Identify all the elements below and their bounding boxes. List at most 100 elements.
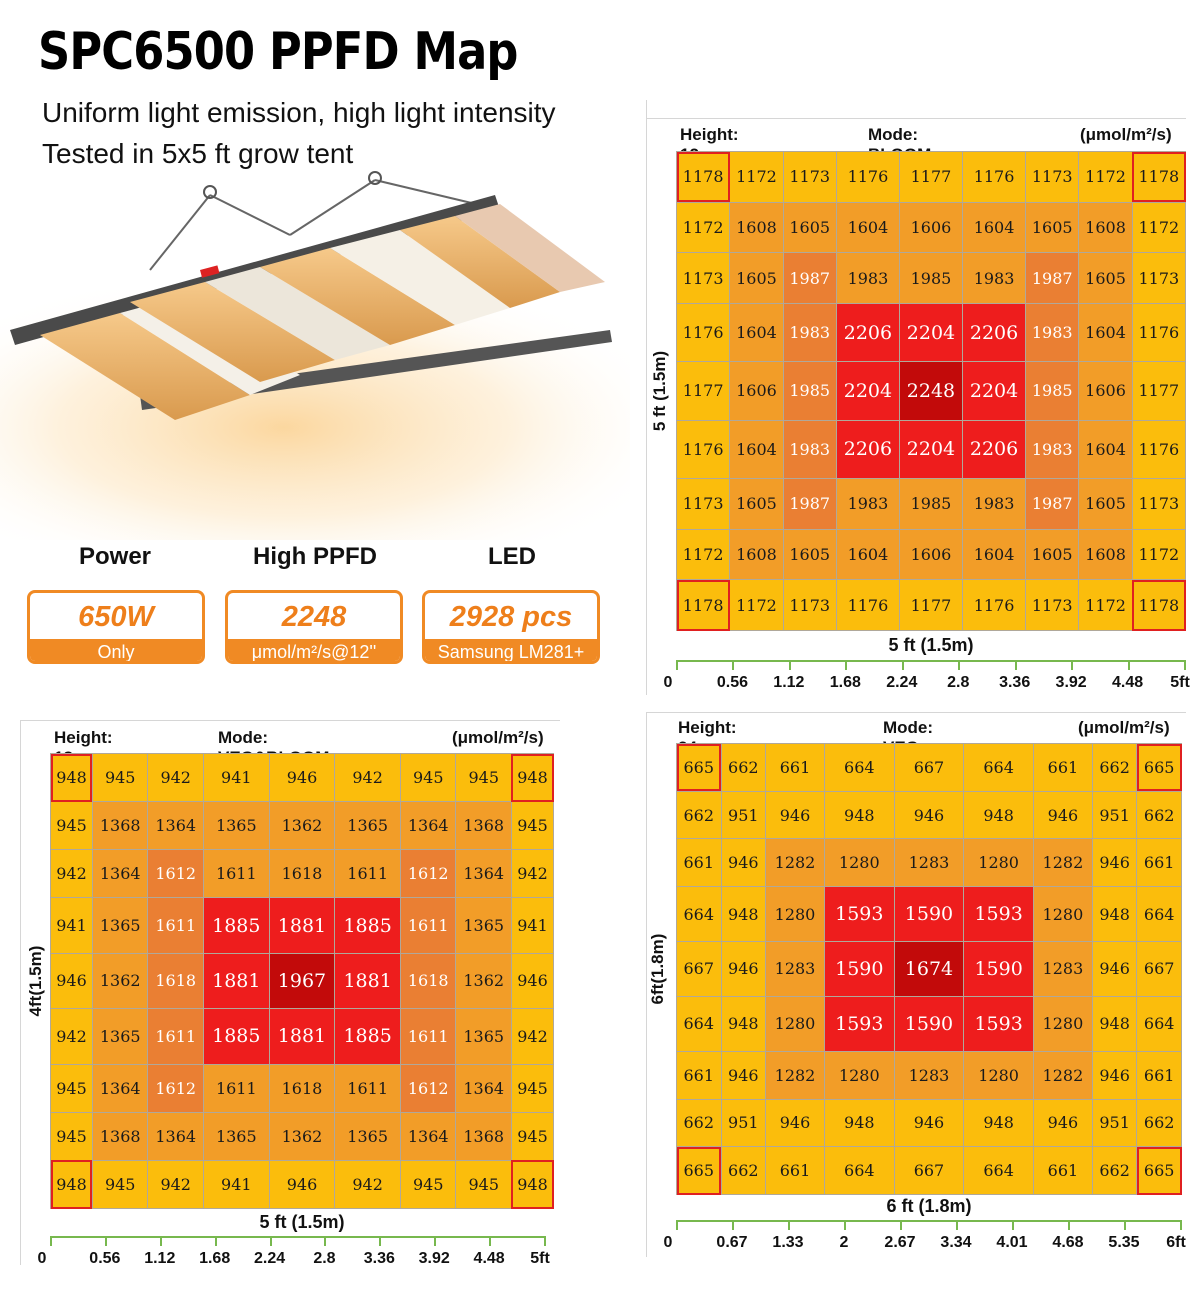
ppfd-cell: 1612 <box>399 1063 457 1113</box>
ppfd-cell: 664 <box>676 886 722 943</box>
ppfd-cell: 946 <box>893 790 965 840</box>
ppfd-cell: 942 <box>334 1159 401 1210</box>
ppfd-cell: 1280 <box>823 838 895 888</box>
ppfd-cell: 1365 <box>455 1008 512 1065</box>
ppfd-cell: 1618 <box>399 952 457 1010</box>
ppfd-cell: 661 <box>1136 838 1182 888</box>
scale-tick <box>1127 660 1130 670</box>
page-title: SPC6500 PPFD Map <box>38 22 518 82</box>
scale-tick-label: 0.67 <box>716 1234 748 1251</box>
ppfd-cell: 1176 <box>675 303 731 363</box>
scale-tick-label: 2.24 <box>886 674 918 691</box>
scale-tick <box>676 660 678 670</box>
scale-tick <box>434 1236 437 1246</box>
ppfd-cell: 1606 <box>729 361 784 421</box>
ppfd-cell: 945 <box>399 752 457 803</box>
scale-tick-label: 5.35 <box>1108 1234 1140 1251</box>
led-note: Samsung LM281+ <box>425 639 597 661</box>
ppfd-cell: 948 <box>720 995 767 1052</box>
scale-tick <box>844 1220 846 1230</box>
ppfd-cell: 1605 <box>1025 528 1080 581</box>
scale-tick <box>956 1220 958 1230</box>
ppfd-cell: 665 <box>676 743 722 792</box>
scale-tick-label: 1.68 <box>199 1250 231 1267</box>
ppfd-cell: 1362 <box>268 801 336 851</box>
ppfd-cell: 948 <box>1091 995 1138 1052</box>
ppfd-cell: 1608 <box>729 528 784 581</box>
ppfd-cell: 1177 <box>675 361 731 421</box>
map18-grid: 948 945 942 941 946 942 945 945 948 945 1368 1364 13… <box>50 752 555 1210</box>
ppfd-cell: 661 <box>765 743 825 792</box>
ppfd-cell: 1611 <box>334 1063 401 1113</box>
ppfd-cell: 942 <box>147 1159 204 1210</box>
scale-tick-label: 4.68 <box>1052 1234 1084 1251</box>
ppfd-cell: 661 <box>765 1146 825 1195</box>
scale-line <box>676 660 1186 662</box>
ppfd-cell: 1283 <box>893 1050 965 1100</box>
scale-tick <box>214 1236 217 1246</box>
map24-x-axis-label: 6 ft (1.8m) <box>886 1196 972 1216</box>
ppfd-cell: 948 <box>1091 886 1138 943</box>
ppfd-cell: 1173 <box>1025 151 1080 203</box>
ppfd-cell: 948 <box>50 752 93 803</box>
ppfd-cell: 1365 <box>202 801 270 851</box>
led-badge: 2928 pcs Samsung LM281+ <box>422 590 600 664</box>
ppfd-cell: 1177 <box>1131 361 1187 421</box>
scale-tick-label: 0.56 <box>89 1250 121 1267</box>
ppfd-cell: 1172 <box>729 579 784 631</box>
ppfd-cell: 1611 <box>399 897 457 954</box>
ppfd-cell: 946 <box>50 952 93 1010</box>
ppfd-cell: 1612 <box>147 849 204 899</box>
ppfd-cell: 662 <box>676 790 722 840</box>
ppfd-cell: 1606 <box>898 201 964 254</box>
ppfd-cell: 1364 <box>455 1063 512 1113</box>
map12-unit-label: (μmol/m²/s) <box>1080 125 1172 144</box>
ppfd-cell: 1280 <box>963 1050 1034 1100</box>
ppfd-cell: 1983 <box>962 477 1027 530</box>
ppfd-cell: 948 <box>963 790 1034 840</box>
ppfd-cell: 1604 <box>1078 303 1133 363</box>
ppfd-cell: 945 <box>50 1111 93 1161</box>
ppfd-cell: 2204 <box>898 419 964 479</box>
ppfd-cell: 1983 <box>782 419 837 479</box>
ppfd-cell: 1364 <box>147 801 204 851</box>
scale-tick <box>1184 660 1186 670</box>
ppfd-cell: 1173 <box>675 252 731 305</box>
scale-tick-label: 1.12 <box>773 674 805 691</box>
scale-tick <box>676 1220 678 1230</box>
ppfd-cell: 1881 <box>268 897 336 954</box>
scale-tick-label: 0 <box>663 1234 673 1251</box>
ppfd-cell: 1604 <box>962 528 1027 581</box>
ppfd-cell: 1604 <box>962 201 1027 254</box>
scale-tick-label: 3.92 <box>1055 674 1087 691</box>
scale-tick-label: 1.33 <box>772 1234 804 1251</box>
ppfd-cell: 1365 <box>202 1111 270 1161</box>
ppfd-cell: 1176 <box>1131 419 1187 479</box>
scale-tick <box>958 660 961 670</box>
ppfd-cell: 1885 <box>334 897 401 954</box>
ppfd-cell: 1604 <box>729 303 784 363</box>
ppfd-cell: 1987 <box>782 252 837 305</box>
ppfd-cell: 1176 <box>835 579 900 631</box>
ppfd-cell: 1280 <box>1032 995 1093 1052</box>
ppfd-cell: 1280 <box>765 995 825 1052</box>
ppfd-cell: 665 <box>676 1146 722 1195</box>
ppfd-cell: 1985 <box>1025 361 1080 421</box>
ppfd-cell: 664 <box>963 743 1034 792</box>
ppfd-cell: 2206 <box>835 303 900 363</box>
ppfd-cell: 948 <box>823 790 895 840</box>
ppfd-cell: 1172 <box>1078 579 1133 631</box>
ppfd-cell: 1590 <box>963 941 1034 997</box>
ppfd-cell: 945 <box>91 752 149 803</box>
ppfd-cell: 945 <box>455 752 512 803</box>
ppfd-cell: 941 <box>202 1159 270 1210</box>
ppfd-cell: 951 <box>720 790 767 840</box>
ppfd-cell: 946 <box>1032 1098 1093 1148</box>
ppfd-cell: 1590 <box>893 886 965 943</box>
subtitle-uniformity: Uniform light emission, high light inten… <box>42 97 556 128</box>
ppfd-cell: 1176 <box>1131 303 1187 363</box>
ppfd-cell: 946 <box>765 790 825 840</box>
ppfd-cell: 1881 <box>268 1008 336 1065</box>
scale-tick-label: 4.48 <box>1111 674 1144 691</box>
power-note: Only <box>30 639 202 661</box>
